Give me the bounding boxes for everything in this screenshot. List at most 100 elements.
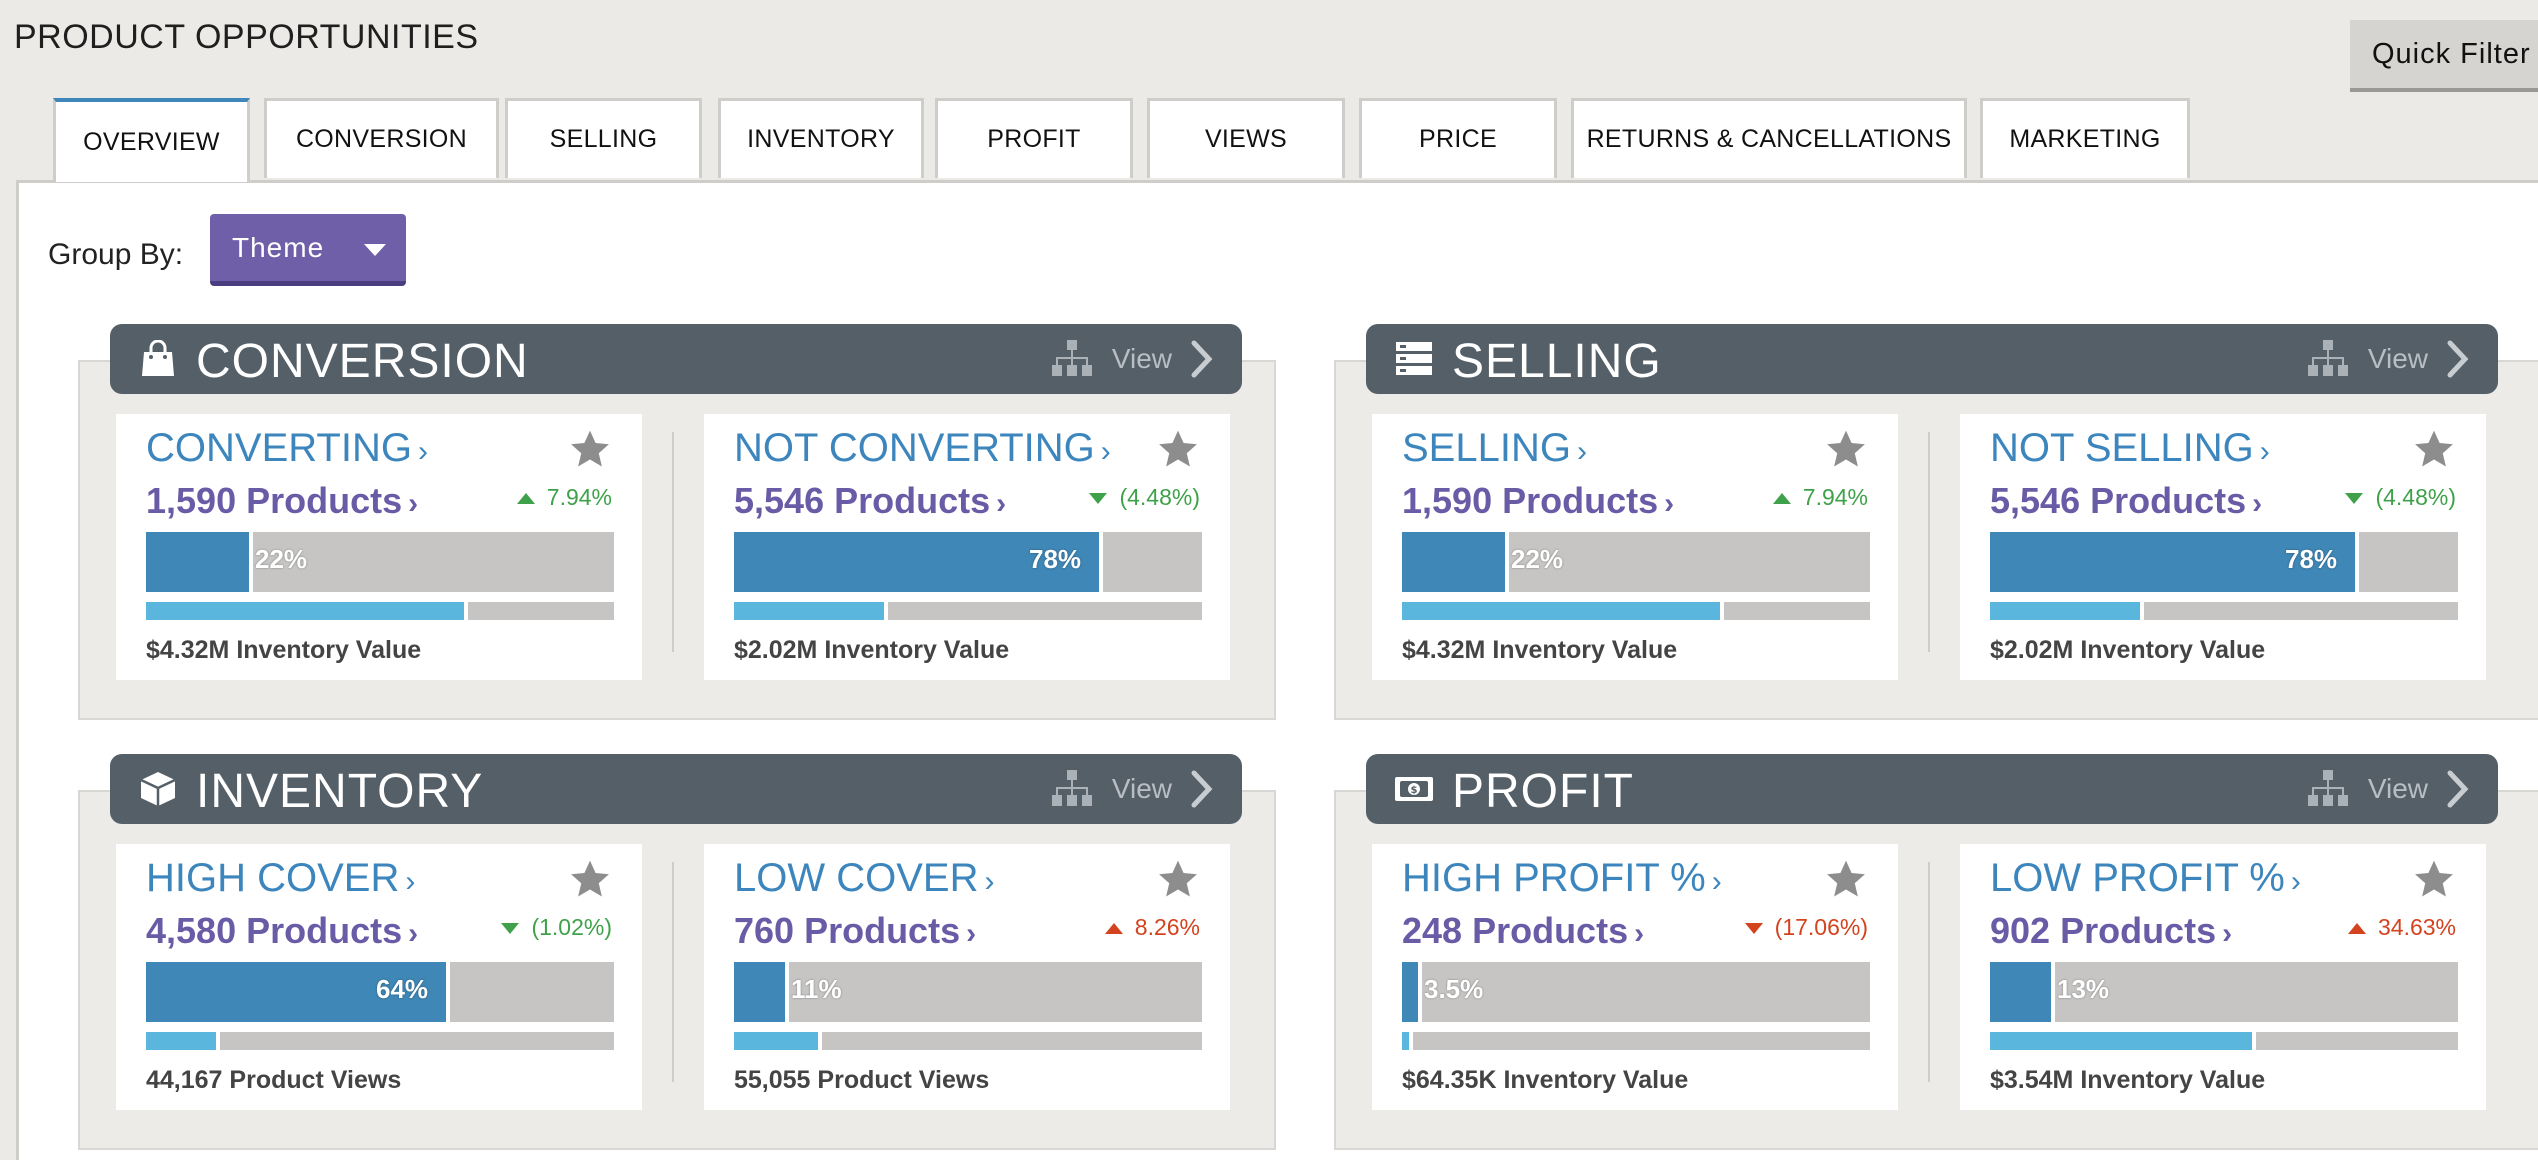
star-icon[interactable] (2412, 858, 2456, 900)
hierarchy-icon (1052, 340, 1092, 378)
change-indicator: (17.06%) (1744, 914, 1868, 941)
tab-inventory[interactable]: INVENTORY (718, 98, 924, 178)
group-by-select[interactable]: Theme (210, 214, 406, 286)
star-icon[interactable] (1156, 858, 1200, 900)
tab-conversion[interactable]: CONVERSION (264, 98, 499, 178)
chevron-right-icon: › (408, 487, 419, 520)
view-link[interactable]: View (2308, 338, 2470, 380)
view-link[interactable]: View (1052, 338, 1214, 380)
secondary-bar-fill (1990, 602, 2144, 620)
card-footer: $64.35K Inventory Value (1402, 1066, 1689, 1094)
chevron-right-icon: › (2222, 917, 2233, 950)
tab-selling[interactable]: SELLING (505, 98, 702, 178)
tab-price[interactable]: PRICE (1359, 98, 1557, 178)
product-count: 902 Products (1990, 910, 2217, 951)
share-bar: 78% (734, 532, 1202, 592)
change-indicator: 7.94% (1772, 484, 1868, 511)
change-indicator: 8.26% (1104, 914, 1200, 941)
card-footer: $4.32M Inventory Value (146, 636, 422, 664)
card-title-link[interactable]: SELLING › (1402, 426, 1587, 471)
trend-arrow-icon (1772, 493, 1791, 505)
group-by-value: Theme (232, 231, 325, 263)
star-icon[interactable] (2412, 428, 2456, 470)
tab-profit[interactable]: PROFIT (935, 98, 1133, 178)
product-count-link[interactable]: 4,580 Products › (146, 910, 418, 952)
card-title-link[interactable]: CONVERTING › (146, 426, 428, 471)
opportunity-card: NOT SELLING › 5,546 Products › (4.48%) 78%… (1960, 414, 2486, 680)
share-percent: 3.5% (1424, 974, 1484, 1004)
view-link[interactable]: View (2308, 768, 2470, 810)
group-by-label: Group By: (48, 238, 184, 271)
secondary-bar-fill (734, 1032, 822, 1050)
share-bar: 64% (146, 962, 614, 1022)
product-count-link[interactable]: 5,546 Products › (1990, 480, 2262, 522)
tab-overview[interactable]: OVERVIEW (53, 98, 250, 182)
product-count-link[interactable]: 760 Products › (734, 910, 976, 952)
hierarchy-icon (2308, 340, 2348, 378)
box-icon (138, 770, 178, 808)
panel-header-inventory: INVENTORY View (110, 754, 1242, 824)
hierarchy-icon (1052, 770, 1092, 808)
product-count-link[interactable]: 5,546 Products › (734, 480, 1006, 522)
opportunity-card: NOT CONVERTING › 5,546 Products › (4.48%) … (704, 414, 1230, 680)
chevron-right-icon: › (417, 435, 428, 468)
share-bar-fill (146, 532, 253, 592)
share-percent: 22% (255, 544, 308, 574)
panel-title: SELLING (1452, 335, 1662, 388)
card-divider (1928, 862, 1930, 1082)
share-percent: 13% (2057, 974, 2110, 1004)
share-percent: 78% (1029, 544, 1082, 574)
card-title: LOW COVER (734, 856, 979, 900)
card-title: NOT CONVERTING (734, 426, 1095, 470)
product-count-link[interactable]: 1,590 Products › (146, 480, 418, 522)
card-footer: 44,167 Product Views (146, 1066, 402, 1094)
chevron-down-icon (364, 244, 386, 256)
tab-returns-cancellations[interactable]: RETURNS & CANCELLATIONS (1571, 98, 1967, 178)
trend-arrow-icon (1744, 923, 1763, 935)
star-icon[interactable] (1824, 858, 1868, 900)
view-label: View (2367, 773, 2428, 804)
chevron-right-icon: › (1664, 487, 1675, 520)
star-icon[interactable] (1156, 428, 1200, 470)
chevron-right-icon: › (1100, 435, 1111, 468)
view-link[interactable]: View (1052, 768, 1214, 810)
share-bar-fill (1402, 532, 1509, 592)
card-title: LOW PROFIT % (1990, 856, 2285, 900)
share-bar-fill (1990, 962, 2055, 1022)
change-value: (1.02%) (531, 914, 612, 940)
card-title-link[interactable]: NOT CONVERTING › (734, 426, 1111, 471)
chevron-right-icon (2446, 770, 2470, 808)
quick-filter-button[interactable]: Quick Filter (2350, 20, 2538, 92)
product-count: 248 Products (1402, 910, 1629, 951)
star-icon[interactable] (1824, 428, 1868, 470)
star-icon[interactable] (568, 428, 612, 470)
product-count-link[interactable]: 902 Products › (1990, 910, 2232, 952)
card-divider (672, 862, 674, 1082)
product-count-link[interactable]: 248 Products › (1402, 910, 1644, 952)
card-footer: 55,055 Product Views (734, 1066, 990, 1094)
change-value: (4.48%) (2375, 484, 2456, 510)
trend-arrow-icon (1089, 493, 1108, 505)
secondary-bar (734, 1032, 1202, 1050)
card-title-link[interactable]: NOT SELLING › (1990, 426, 2270, 471)
chevron-right-icon: › (2252, 487, 2263, 520)
product-count-link[interactable]: 1,590 Products › (1402, 480, 1674, 522)
secondary-bar-fill (1990, 1032, 2256, 1050)
card-title-link[interactable]: HIGH COVER › (146, 856, 415, 901)
star-icon[interactable] (568, 858, 612, 900)
view-label: View (1111, 773, 1172, 804)
trend-arrow-icon (1104, 923, 1123, 935)
secondary-bar-fill (1402, 602, 1724, 620)
tab-marketing[interactable]: MARKETING (1980, 98, 2190, 178)
trend-arrow-icon (501, 923, 520, 935)
opportunity-card: CONVERTING › 1,590 Products › 7.94% 22% $4… (116, 414, 642, 680)
card-title-link[interactable]: LOW PROFIT % › (1990, 856, 2301, 901)
card-title-link[interactable]: HIGH PROFIT % › (1402, 856, 1722, 901)
list-icon (1394, 340, 1434, 378)
product-count: 760 Products (734, 910, 961, 951)
opportunity-card: LOW PROFIT % › 902 Products › 34.63% 13% $… (1960, 844, 2486, 1110)
panel-header-conversion: CONVERSION View (110, 324, 1242, 394)
tab-views[interactable]: VIEWS (1147, 98, 1345, 178)
card-title-link[interactable]: LOW COVER › (734, 856, 994, 901)
panel-title: CONVERSION (196, 335, 529, 388)
